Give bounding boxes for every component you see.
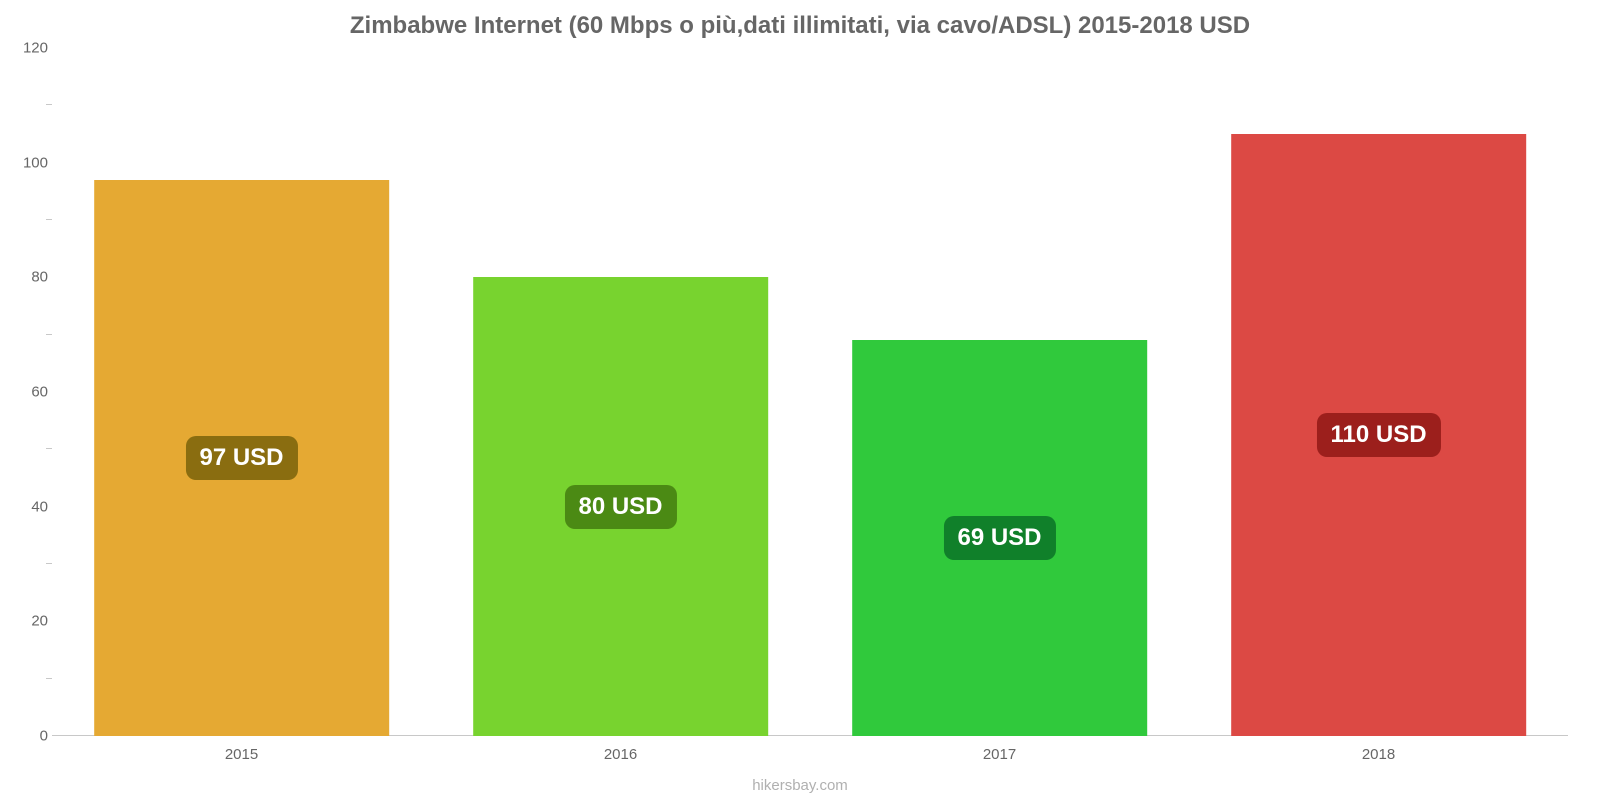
y-tick-label: 60	[8, 384, 48, 401]
value-badge: 97 USD	[185, 436, 297, 480]
value-badge: 80 USD	[564, 485, 676, 529]
chart-title: Zimbabwe Internet (60 Mbps o più,dati il…	[0, 12, 1600, 40]
bar-slot: 110 USD2018	[1189, 48, 1568, 736]
plot-area: 020406080100120 97 USD201580 USD201669 U…	[52, 48, 1568, 736]
y-tick-label: 100	[8, 154, 48, 171]
bar-slot: 69 USD2017	[810, 48, 1189, 736]
bar-slot: 80 USD2016	[431, 48, 810, 736]
bars-row: 97 USD201580 USD201669 USD2017110 USD201…	[52, 48, 1568, 736]
y-tick-label: 120	[8, 40, 48, 57]
x-tick-label: 2015	[225, 746, 258, 763]
value-badge: 110 USD	[1316, 413, 1440, 457]
y-tick-label: 80	[8, 269, 48, 286]
source-attribution: hikersbay.com	[0, 777, 1600, 794]
bar-slot: 97 USD2015	[52, 48, 431, 736]
y-tick-label: 0	[8, 728, 48, 745]
y-tick-label: 20	[8, 613, 48, 630]
value-badge: 69 USD	[943, 516, 1055, 560]
x-tick-label: 2018	[1362, 746, 1395, 763]
x-tick-label: 2016	[604, 746, 637, 763]
x-tick-label: 2017	[983, 746, 1016, 763]
y-tick-label: 40	[8, 498, 48, 515]
